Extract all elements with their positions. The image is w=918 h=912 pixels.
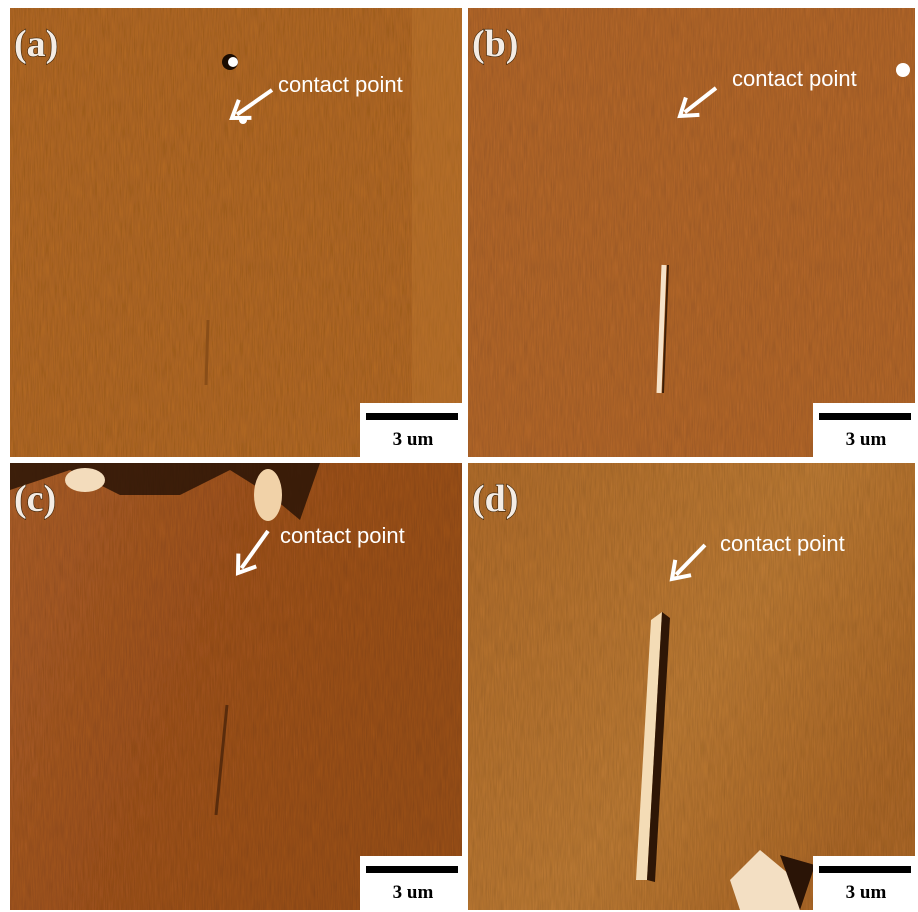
scale-bar [366,866,458,873]
scale-bar-label: 3 um [846,429,887,450]
particle [228,57,238,67]
debris [254,469,282,521]
scale-bar [819,413,911,420]
panel-label: (c) [14,478,56,520]
scale-bar [366,413,458,420]
panel-label: (b) [472,23,518,65]
scan-lines [412,8,462,457]
image-backgrounds [10,8,915,910]
panel-image [468,463,915,910]
annotation: contact point [278,72,403,97]
debris [65,468,105,492]
figure: (a) contact point 3 um (b) contact point 3 um… [0,0,918,912]
scale-bar-label: 3 um [393,429,434,450]
annotation: contact point [720,531,845,556]
annotation: contact point [732,66,857,91]
scale-bar [819,866,911,873]
scale-bar-label: 3 um [393,882,434,903]
scratch [206,320,208,385]
annotation: contact point [280,523,405,548]
particle [896,63,910,77]
panel-label: (d) [472,478,518,520]
panel-label: (a) [14,23,58,65]
scale-bar-label: 3 um [846,882,887,903]
